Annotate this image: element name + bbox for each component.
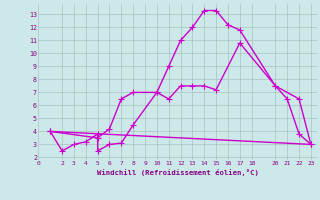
X-axis label: Windchill (Refroidissement éolien,°C): Windchill (Refroidissement éolien,°C): [97, 169, 259, 176]
